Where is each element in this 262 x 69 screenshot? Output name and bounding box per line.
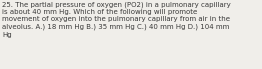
Text: 25. The partial pressure of oxygen (PO2) in a pulmonary capillary
is about 40 mm: 25. The partial pressure of oxygen (PO2)… xyxy=(2,1,231,38)
